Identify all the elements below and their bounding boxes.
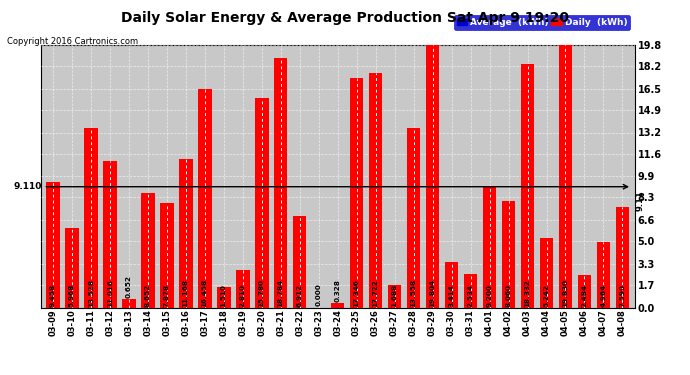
Bar	[84, 128, 97, 308]
Bar	[426, 45, 440, 308]
Bar	[65, 228, 79, 308]
Text: 6.912: 6.912	[297, 284, 303, 307]
Bar	[46, 182, 59, 308]
Bar	[255, 98, 268, 308]
Bar	[160, 203, 174, 308]
Text: 5.242: 5.242	[544, 284, 549, 307]
Text: 11.168: 11.168	[183, 279, 188, 307]
Bar	[445, 262, 458, 308]
Bar	[597, 242, 610, 308]
Text: 18.332: 18.332	[524, 279, 531, 307]
Bar	[236, 270, 250, 308]
Text: 2.810: 2.810	[239, 284, 246, 307]
Text: 0.652: 0.652	[126, 274, 132, 297]
Bar	[350, 78, 364, 308]
Bar	[578, 274, 591, 308]
Text: 2.484: 2.484	[582, 284, 587, 307]
Bar	[293, 216, 306, 308]
Text: 7.590: 7.590	[620, 284, 625, 307]
Text: 19.830: 19.830	[562, 279, 569, 307]
Text: 18.784: 18.784	[277, 279, 284, 307]
Text: 0.000: 0.000	[315, 284, 322, 306]
Text: 2.534: 2.534	[468, 284, 473, 307]
Bar	[521, 64, 534, 308]
Legend: Average  (kWh), Daily  (kWh): Average (kWh), Daily (kWh)	[454, 15, 630, 30]
Text: 17.346: 17.346	[353, 279, 359, 307]
Bar	[406, 128, 420, 308]
Bar	[540, 238, 553, 308]
Text: 0.328: 0.328	[335, 279, 341, 302]
Text: 15.780: 15.780	[259, 279, 265, 307]
Text: 3.414: 3.414	[448, 284, 455, 307]
Text: 1.688: 1.688	[392, 284, 397, 307]
Text: 13.558: 13.558	[411, 279, 417, 307]
Bar	[615, 207, 629, 308]
Bar	[368, 72, 382, 308]
Bar	[331, 303, 344, 307]
Text: 4.964: 4.964	[600, 284, 607, 307]
Bar	[502, 201, 515, 308]
Text: 16.458: 16.458	[201, 279, 208, 307]
Text: 5.968: 5.968	[69, 284, 75, 307]
Bar	[217, 288, 230, 308]
Text: 8.060: 8.060	[506, 284, 511, 307]
Bar	[559, 45, 572, 308]
Bar	[141, 193, 155, 308]
Text: 9.110: 9.110	[14, 182, 42, 191]
Bar	[103, 162, 117, 308]
Bar	[388, 285, 402, 308]
Text: 19.804: 19.804	[430, 279, 435, 307]
Bar	[274, 58, 288, 308]
Text: 1.510: 1.510	[221, 284, 227, 307]
Text: 9.458: 9.458	[50, 284, 56, 307]
Text: 8.652: 8.652	[145, 284, 150, 307]
Text: 9.200: 9.200	[486, 284, 493, 307]
Bar	[483, 186, 496, 308]
Text: Copyright 2016 Cartronics.com: Copyright 2016 Cartronics.com	[7, 38, 138, 46]
Text: Daily Solar Energy & Average Production Sat Apr 9 19:20: Daily Solar Energy & Average Production …	[121, 11, 569, 25]
Text: 7.878: 7.878	[164, 284, 170, 307]
Text: 11.016: 11.016	[107, 279, 112, 307]
Text: 13.528: 13.528	[88, 279, 94, 307]
Bar	[179, 159, 193, 308]
Bar	[122, 299, 135, 307]
Bar	[464, 274, 477, 308]
Text: 17.722: 17.722	[373, 279, 379, 307]
Bar	[198, 89, 212, 308]
Text: 9.11: 9.11	[635, 191, 644, 211]
